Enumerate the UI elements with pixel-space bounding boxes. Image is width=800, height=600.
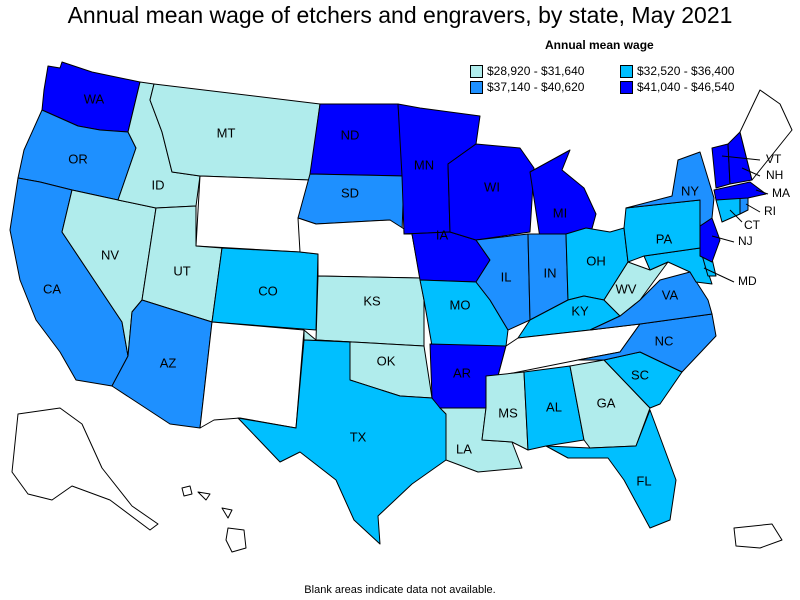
state-label-ms: MS — [498, 405, 518, 420]
state-label-sc: SC — [631, 367, 649, 382]
state-al — [523, 365, 585, 451]
state-label-ri: RI — [764, 204, 776, 218]
legend-item-1: $28,920 - $31,640 — [470, 64, 584, 78]
legend-item-3: $37,140 - $40,620 — [470, 80, 584, 94]
map-title: Annual mean wage of etchers and engraver… — [67, 2, 733, 28]
state-nc — [577, 313, 717, 373]
state-label-mn: MN — [414, 157, 434, 172]
leader-line-ri — [745, 203, 761, 213]
state-nm — [199, 321, 305, 429]
state-label-md: MD — [738, 274, 757, 288]
state-vt — [711, 143, 731, 189]
state-label-az: AZ — [160, 355, 177, 370]
state-ak — [11, 407, 159, 531]
legend-swatch-2 — [620, 64, 633, 78]
state-label-ut: UT — [173, 263, 190, 278]
state-label-al: AL — [546, 399, 562, 414]
state-label-nj: NJ — [738, 234, 753, 248]
state-label-ga: GA — [597, 395, 616, 410]
footnote: Blank areas indicate data not available. — [304, 584, 496, 596]
leader-line-md — [703, 267, 735, 283]
state-label-oh: OH — [586, 253, 606, 268]
legend-label-4: $41,040 - $46,540 — [637, 80, 735, 94]
state-fl — [545, 409, 677, 529]
legend-label-1: $28,920 - $31,640 — [487, 64, 585, 78]
legend-label-3: $37,140 - $40,620 — [487, 80, 585, 94]
state-label-wa: WA — [84, 91, 105, 106]
state-label-il: IL — [501, 269, 512, 284]
state-label-ky: KY — [571, 303, 589, 318]
legend-swatch-3 — [470, 80, 483, 94]
state-label-ia: IA — [436, 227, 449, 242]
state-label-ma: MA — [772, 186, 790, 200]
state-label-fl: FL — [636, 473, 651, 488]
state-label-nc: NC — [655, 333, 674, 348]
state-label-wv: WV — [616, 281, 637, 296]
state-label-ok: OK — [377, 353, 396, 368]
state-ks — [315, 275, 425, 347]
legend-swatch-4 — [620, 80, 633, 94]
leader-line-vt — [721, 155, 761, 161]
state-pr — [733, 523, 783, 549]
state-label-pa: PA — [656, 231, 673, 246]
leader-line-nh — [741, 167, 761, 177]
state-label-co: CO — [258, 283, 278, 298]
state-label-tx: TX — [350, 429, 367, 444]
state-label-or: OR — [68, 151, 88, 166]
state-mi — [529, 149, 597, 239]
state-ny — [625, 151, 715, 227]
state-label-in: IN — [544, 265, 557, 280]
legend-swatch-1 — [470, 64, 483, 78]
state-label-nv: NV — [101, 247, 119, 262]
state-wy — [195, 175, 311, 253]
leader-line-ct — [729, 209, 743, 223]
state-label-va: VA — [662, 287, 679, 302]
state-label-ca: CA — [43, 281, 61, 296]
state-label-ks: KS — [363, 293, 381, 308]
leader-line-ma — [755, 189, 769, 195]
state-hi — [181, 485, 247, 553]
legend-item-2: $32,520 - $36,400 — [620, 64, 734, 78]
state-label-ct: CT — [744, 218, 761, 232]
legend-item-4: $41,040 - $46,540 — [620, 80, 734, 94]
state-label-ar: AR — [453, 365, 471, 380]
state-label-nd: ND — [341, 127, 360, 142]
state-wi — [447, 143, 535, 241]
state-tx — [237, 339, 447, 545]
state-label-mt: MT — [217, 125, 236, 140]
state-label-mo: MO — [450, 297, 471, 312]
legend-title: Annual mean wage — [545, 38, 654, 52]
state-label-sd: SD — [341, 185, 359, 200]
state-label-nh: NH — [766, 168, 783, 182]
legend-label-2: $32,520 - $36,400 — [637, 64, 735, 78]
leader-line-nj — [711, 235, 735, 243]
state-label-la: LA — [456, 441, 472, 456]
state-label-vt: VT — [766, 152, 782, 166]
state-label-ny: NY — [681, 183, 699, 198]
state-label-wi: WI — [484, 179, 500, 194]
state-ma — [713, 181, 767, 201]
state-label-mi: MI — [553, 205, 567, 220]
state-label-id: ID — [152, 177, 165, 192]
